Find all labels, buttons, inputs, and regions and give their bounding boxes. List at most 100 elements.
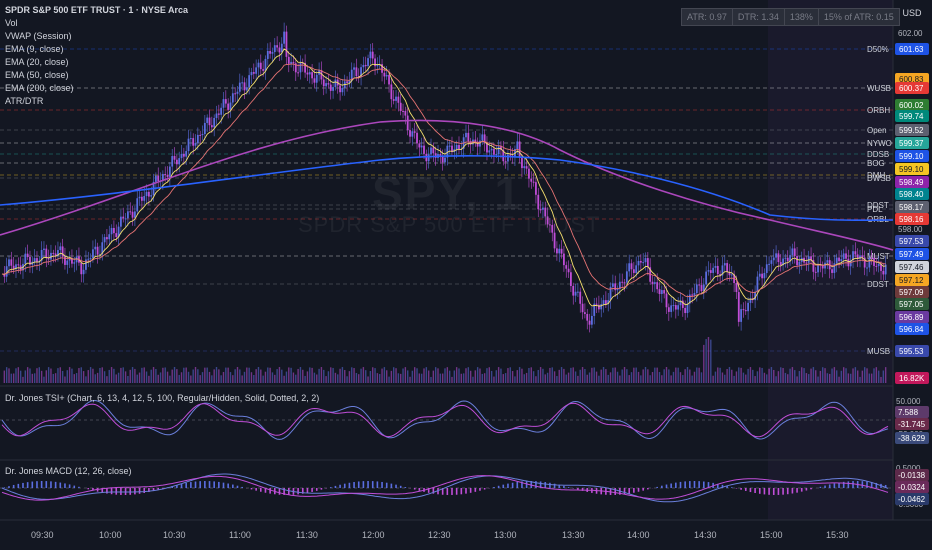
tsi-title[interactable]: Dr. Jones TSI+ (Chart, 6, 13, 4, 12, 5, … — [5, 393, 320, 403]
volume-bar — [651, 372, 654, 383]
volume-bar — [826, 373, 829, 383]
macd-histogram-bar — [521, 481, 523, 488]
candle-body — [469, 141, 472, 145]
candle-body — [154, 175, 157, 182]
volume-bar — [586, 374, 588, 383]
candle-body — [859, 255, 861, 259]
level-label: DDST — [867, 280, 889, 289]
candle-body — [849, 260, 852, 267]
price-label: 598.40 — [899, 190, 924, 199]
volume-bar — [647, 369, 649, 383]
candle-body — [852, 251, 854, 261]
tsi-label-bg — [895, 418, 929, 430]
volume-bar — [626, 369, 628, 383]
candle-body — [157, 175, 160, 182]
indicator-ema50[interactable]: EMA (50, close) — [5, 70, 69, 80]
candle-body — [455, 144, 458, 150]
macd-histogram-bar — [59, 482, 62, 488]
macd-title[interactable]: Dr. Jones MACD (12, 26, close) — [5, 466, 132, 476]
macd-histogram-bar — [474, 488, 477, 492]
indicator-vwap[interactable]: VWAP (Session) — [5, 31, 72, 41]
macd-histogram-bar — [301, 488, 304, 494]
candle-body — [367, 58, 369, 67]
volume-bar — [595, 371, 598, 383]
volume-bar — [113, 368, 115, 383]
volume-bar — [742, 372, 745, 383]
macd-histogram-bar — [744, 488, 747, 491]
volume-bar — [619, 375, 621, 383]
candle-body — [870, 257, 873, 259]
macd-histogram-bar — [763, 488, 766, 495]
volume-bar — [614, 367, 616, 383]
volume-bar — [705, 339, 707, 383]
volume-bar — [689, 369, 691, 383]
volume-bar — [71, 368, 73, 383]
volume-bar — [661, 375, 663, 383]
candle-body — [814, 271, 817, 273]
volume-bar — [150, 369, 152, 383]
volume-bar — [630, 372, 633, 383]
volume-bar — [54, 373, 57, 383]
candle-body — [140, 196, 143, 201]
volume-bar — [8, 368, 10, 383]
volume-bar — [400, 373, 402, 383]
candle-body — [187, 138, 190, 152]
time-tick: 15:30 — [826, 530, 849, 540]
candle-body — [238, 82, 241, 92]
candle-body — [632, 269, 635, 273]
volume-bar — [859, 376, 861, 383]
tsi-label: 7.588 — [898, 408, 919, 417]
macd-histogram-bar — [437, 488, 439, 495]
macd-histogram-bar — [614, 488, 617, 495]
volume-bar — [458, 368, 460, 383]
candle-body — [861, 255, 864, 258]
tsi-line — [1, 399, 889, 440]
indicator-atr[interactable]: ATR/DTR — [5, 96, 44, 106]
macd-histogram-bar — [525, 481, 528, 488]
volume-bar — [248, 367, 250, 383]
candle-body — [47, 258, 50, 260]
candle-body — [248, 75, 251, 88]
candle-body — [709, 270, 712, 273]
price-label: 599.10 — [899, 165, 924, 174]
volume-bar — [644, 367, 647, 383]
candle-body — [416, 132, 418, 144]
indicator-vol[interactable]: Vol — [5, 18, 18, 28]
candle-body — [700, 285, 703, 292]
candle-body — [630, 263, 633, 270]
candle-body — [276, 45, 279, 48]
candle-body — [71, 258, 73, 264]
candle-body — [196, 134, 199, 143]
candle-body — [488, 150, 491, 153]
candle-body — [355, 67, 358, 77]
macd-histogram-bar — [703, 481, 705, 488]
volume-bar — [469, 370, 472, 383]
volume-bar — [542, 368, 544, 383]
indicator-ema20[interactable]: EMA (20, close) — [5, 57, 69, 67]
volume-bar — [171, 369, 173, 383]
volume-bar — [714, 371, 717, 383]
candle-body — [691, 294, 694, 296]
volume-bar — [64, 376, 66, 383]
volume-bar — [73, 374, 75, 383]
candle-body — [847, 258, 850, 267]
macd-histogram-bar — [106, 488, 108, 494]
price-label-bg — [895, 124, 929, 136]
volume-bar — [297, 368, 299, 383]
volume-bar — [726, 368, 728, 383]
price-label: 599.74 — [899, 112, 924, 121]
symbol-title[interactable]: SPDR S&P 500 ETF TRUST · 1 · NYSE Arca — [5, 5, 189, 15]
indicator-ema9[interactable]: EMA (9, close) — [5, 44, 64, 54]
macd-histogram-bar — [772, 488, 775, 495]
price-label-bg — [895, 248, 929, 260]
volume-bar — [418, 373, 421, 383]
currency-button[interactable]: USD — [902, 8, 922, 18]
volume-bar — [115, 374, 117, 383]
volume-bar — [117, 372, 120, 383]
volume-bar — [225, 367, 227, 383]
volume-bar — [162, 367, 164, 383]
volume-bar — [416, 368, 418, 383]
indicator-ema200[interactable]: EMA (200, close) — [5, 83, 74, 93]
time-tick: 09:30 — [31, 530, 54, 540]
